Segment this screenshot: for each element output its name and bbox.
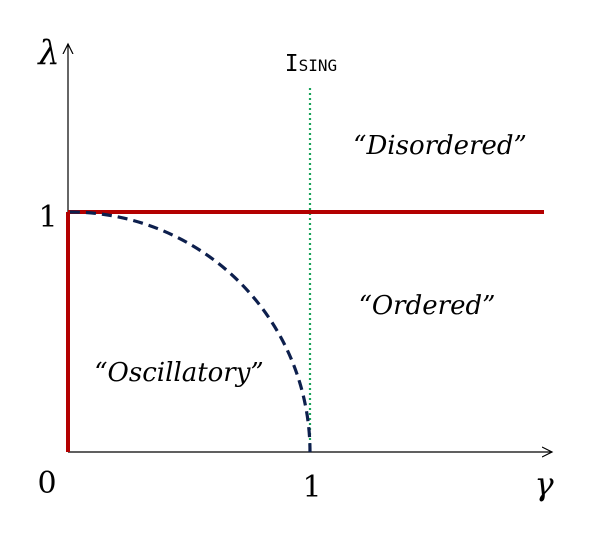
ising-label: Ising <box>285 51 337 77</box>
region-label-ordered: “Ordered” <box>359 291 496 321</box>
x-tick-label-1: 1 <box>302 470 321 505</box>
y-axis-label: λ <box>36 33 60 73</box>
region-label-oscillatory: “Oscillatory” <box>94 358 263 388</box>
origin-label: 0 <box>37 466 56 501</box>
region-label-disordered: “Disordered” <box>353 131 527 161</box>
x-axis-label: γ <box>534 465 554 503</box>
oscillatory-boundary-curve <box>69 210 312 453</box>
y-tick-label-1: 1 <box>38 200 57 235</box>
